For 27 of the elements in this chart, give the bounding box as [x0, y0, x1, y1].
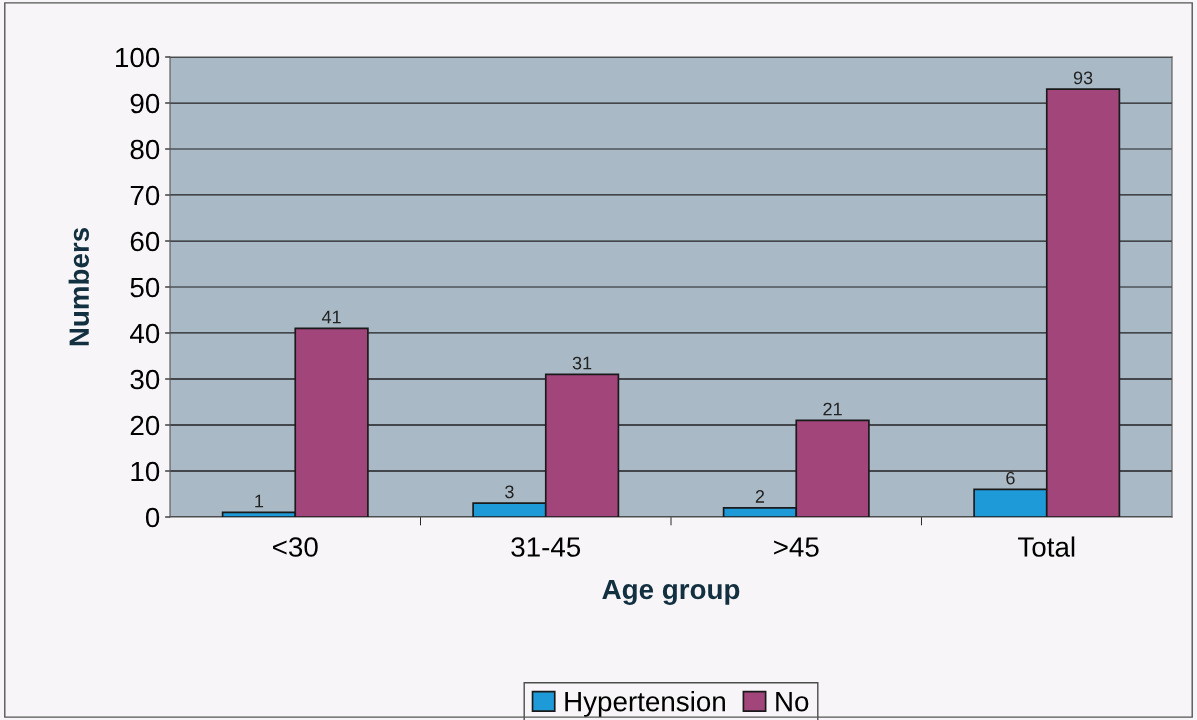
- y-tick-label: 30: [130, 369, 160, 390]
- data-label: 31: [572, 356, 592, 370]
- data-label: 1: [255, 494, 264, 508]
- y-tick-label: 60: [130, 231, 160, 252]
- y-tick-label: 10: [131, 461, 160, 482]
- x-tick-label: <30: [273, 537, 318, 557]
- y-tick-label: 40: [130, 323, 160, 344]
- y-tick-label: 70: [130, 185, 160, 206]
- data-label: 41: [321, 310, 341, 324]
- data-label: 93: [1073, 71, 1093, 85]
- y-tick-label: 0: [145, 507, 160, 528]
- data-label: 2: [755, 490, 765, 503]
- legend-label: Hypertension: [565, 691, 725, 717]
- y-tick-label: 50: [130, 277, 160, 298]
- x-tick-label: >45: [774, 537, 819, 557]
- data-label: 6: [1006, 471, 1015, 485]
- y-tick-label: 80: [130, 139, 160, 160]
- y-tick-label: 90: [130, 93, 160, 114]
- data-label: 21: [823, 402, 842, 416]
- x-axis-title: Age group: [602, 579, 740, 605]
- y-tick-label: 100: [116, 47, 160, 68]
- x-tick-label: Total: [1018, 536, 1075, 557]
- y-tick-label: 20: [130, 415, 160, 436]
- legend-label: No: [776, 692, 809, 712]
- y-axis-title: Numbers: [68, 227, 89, 346]
- x-tick-label: 31-45: [511, 537, 581, 557]
- data-label: 3: [505, 485, 514, 499]
